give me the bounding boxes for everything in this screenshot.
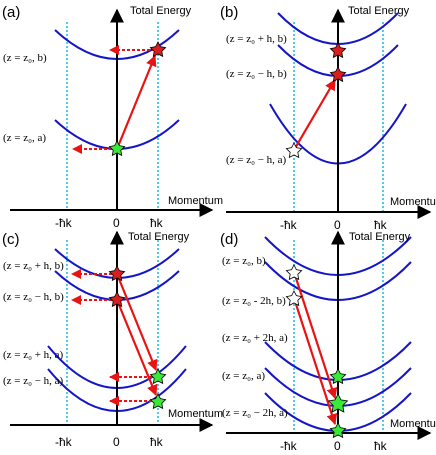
panel-a-tick-zero: 0 (113, 216, 120, 230)
panel-d-y-axis-label: Total Energy (349, 231, 411, 243)
panel-d-state-label-a-middle: (z = z₀, a) (222, 370, 265, 382)
panel-b-state-label-b-lower: (z = z₀ − h, b) (226, 68, 287, 80)
panel-c-tick-zero: 0 (113, 435, 120, 449)
panel-c-transition-arrow-lower (115, 299, 158, 397)
panel-c: (c) Total Energy Momentum (z = z₀ + h, b… (2, 230, 223, 449)
panel-b-state-label-a: (z = z₀ − h, a) (226, 154, 287, 166)
panel-c-star-red-lower (108, 291, 126, 308)
panel-c-state-label-b-upper: (z = z₀ + h, b) (3, 260, 64, 272)
panel-c-y-axis-label: Total Energy (128, 231, 190, 243)
panel-c-state-label-b-lower: (z = z₀ − h, b) (3, 291, 64, 303)
panel-a: (a) Total Energy Momentum (z = z₀, b) (z… (2, 4, 223, 230)
panel-d-state-label-a-upper: (z = z₀ + 2h, a) (222, 332, 288, 344)
panel-d-star-green-lower (329, 422, 347, 439)
panel-a-y-axis-label: Total Energy (130, 5, 192, 17)
panel-c-star-green-lower (149, 393, 167, 410)
panel-a-star-green (108, 140, 126, 157)
panel-b-star-red-upper (329, 42, 347, 59)
panel-d-transition-arrow-upper (292, 271, 338, 400)
panel-a-tick-left: -ħk (55, 216, 73, 230)
panel-b-tick-zero: 0 (334, 218, 341, 232)
panel-c-tick-right: ħk (150, 435, 164, 449)
panel-d-x-axis-label: Momentum (390, 418, 436, 430)
panel-c-x-axis-label: Momentum (168, 408, 223, 420)
panel-d-star-white-lower (285, 290, 303, 307)
panel-a-transition-arrow (115, 54, 157, 150)
panel-b-tick-left: -ħk (280, 218, 298, 232)
panel-c-transition-arrow-upper (115, 273, 158, 372)
panel-a-state-label-a: (z = z₀, a) (3, 132, 46, 144)
panel-d-star-white-upper (285, 264, 303, 281)
panel-b-tick-right: ħk (374, 218, 388, 232)
panel-b-star-red-lower (329, 66, 347, 83)
panel-c-tick-left: -ħk (55, 435, 73, 449)
panel-b-tag: (b) (220, 4, 238, 21)
panel-a-tag: (a) (2, 4, 20, 21)
panel-b-star-white (285, 142, 303, 159)
panel-d: (d) Total Energy Momentum (z = z₀, b) (z… (220, 230, 436, 453)
panel-a-state-label-b: (z = z₀, b) (3, 52, 47, 64)
panel-d-tag: (d) (220, 231, 238, 248)
panel-b-x-axis-label: Momentum (390, 196, 436, 208)
panel-c-star-red-upper (108, 265, 126, 282)
panel-d-state-label-a-lower: (z = z₀ − 2h, a) (222, 407, 288, 419)
panel-b-state-label-b-upper: (z = z₀ + h, b) (226, 33, 287, 45)
panel-a-x-axis-label: Momentum (168, 195, 223, 207)
panel-d-tick-left: -ħk (280, 439, 298, 453)
panel-d-star-green-middle (327, 393, 349, 413)
panel-c-star-green-upper (149, 368, 167, 385)
panel-c-state-label-a-lower: (z = z₀ − h, a) (3, 375, 64, 387)
panel-b: (b) Total Energy Momentum (z = z₀ + h, b… (220, 4, 436, 232)
panel-c-state-label-a-upper: (z = z₀ + h, a) (3, 349, 64, 361)
panel-d-state-label-b-upper: (z = z₀, b) (222, 255, 266, 267)
panel-c-tag: (c) (2, 231, 20, 248)
panel-b-y-axis-label: Total Energy (348, 5, 410, 17)
panel-d-state-label-b-lower: (z = z₀ - 2h, b) (222, 295, 286, 307)
panel-d-transition-arrow-lower (292, 297, 338, 426)
panel-b-transition-arrow (293, 79, 336, 151)
panel-d-tick-zero: 0 (334, 439, 341, 453)
panel-d-tick-right: ħk (374, 439, 388, 453)
panel-d-star-green-upper (329, 368, 347, 385)
panel-a-tick-right: ħk (150, 216, 164, 230)
panel-a-star-red (149, 41, 167, 58)
